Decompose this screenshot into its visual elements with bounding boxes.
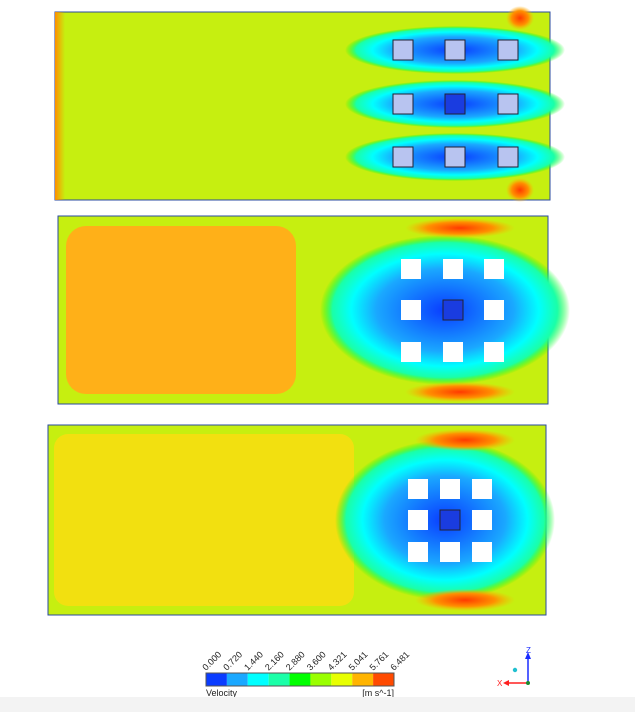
contour-panel-2 (57, 215, 570, 405)
colorbar-swatch (268, 673, 290, 686)
z-axis-label: Z (526, 646, 531, 655)
colorbar-tick-label: 2.160 (263, 649, 286, 672)
obstacles (408, 479, 492, 562)
colorbar-tick-label: 5.041 (347, 649, 370, 672)
colorbar-swatch (331, 673, 353, 686)
colorbar-tick-label: 1.440 (242, 649, 265, 672)
colorbar-swatch (206, 673, 227, 686)
colorbar-tick-label: 0.720 (221, 649, 244, 672)
colorbar-tick-label: 5.761 (367, 649, 390, 672)
obstacles (392, 39, 519, 168)
legend-unit: [m s^-1] (362, 688, 394, 697)
colorbar-tick-label: 0.000 (200, 649, 223, 672)
velocity-colorbar: 0.0000.7201.4402.1602.8803.6004.3215.041… (200, 649, 411, 687)
colorbar-swatch (247, 673, 269, 686)
colorbar-swatch (310, 673, 332, 686)
colorbar-tick-label: 2.880 (284, 649, 307, 672)
axis-triad: Z X (497, 646, 531, 688)
colorbar-tick-label: 4.321 (326, 649, 349, 672)
contour-panel-3 (47, 424, 555, 616)
colorbar-swatch (289, 673, 311, 686)
colorbar-tick-label: 6.481 (388, 649, 411, 672)
colorbar-swatch (226, 673, 248, 686)
x-axis-label: X (497, 679, 503, 688)
footer-bar (0, 697, 635, 712)
velocity-contour-figure: 0.0000.7201.4402.1602.8803.6004.3215.041… (47, 6, 570, 697)
colorbar-swatch (352, 673, 374, 686)
obstacles (401, 259, 504, 362)
contour-panel-1 (54, 6, 565, 202)
colorbar-border (205, 672, 395, 687)
colorbar-swatch (373, 673, 394, 686)
legend-title: Velocity (206, 688, 238, 697)
colorbar-tick-label: 3.600 (305, 649, 328, 672)
